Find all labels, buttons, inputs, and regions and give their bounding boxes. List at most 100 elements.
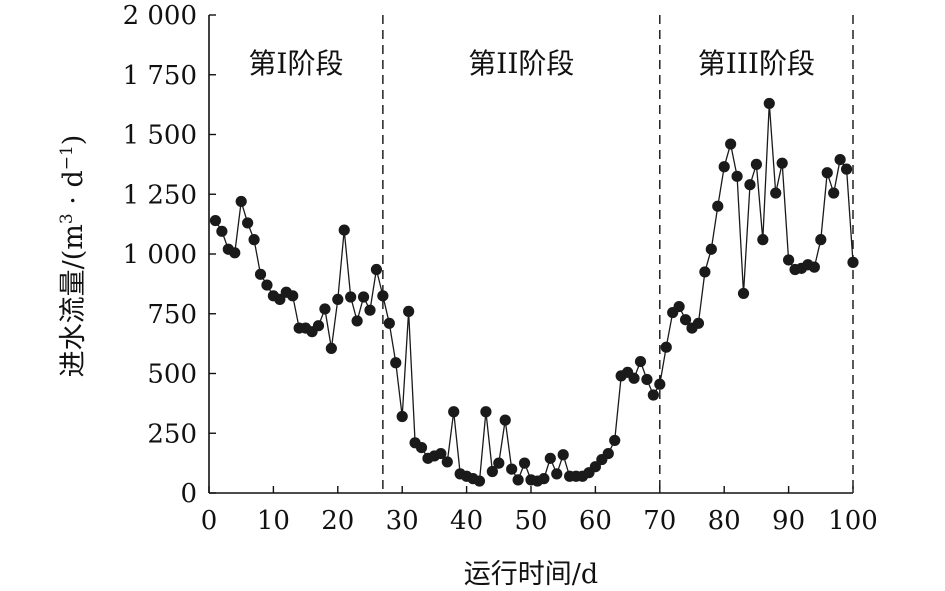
data-point bbox=[815, 234, 827, 246]
stage-dividers bbox=[382, 15, 854, 493]
series bbox=[209, 97, 859, 487]
data-point bbox=[834, 153, 846, 166]
stage-label: 第III阶段 bbox=[698, 47, 815, 80]
data-point bbox=[712, 200, 724, 212]
data-point bbox=[261, 279, 273, 291]
data-point bbox=[557, 449, 569, 461]
x-tick-label: 40 bbox=[450, 506, 483, 536]
y-axis-title-part: 进水流量/(m bbox=[58, 224, 89, 377]
x-tick-label: 10 bbox=[257, 506, 290, 536]
data-point bbox=[506, 463, 518, 475]
data-point bbox=[325, 342, 337, 355]
data-point bbox=[544, 452, 556, 464]
data-point bbox=[518, 457, 531, 469]
data-point bbox=[351, 315, 363, 327]
data-point bbox=[602, 447, 614, 460]
data-point bbox=[242, 217, 254, 229]
data-point bbox=[770, 187, 782, 199]
y-axis-title: 进水流量/(m3 · d−1) bbox=[57, 135, 89, 378]
x-tick-label: 30 bbox=[386, 506, 419, 536]
data-point bbox=[364, 304, 376, 316]
data-point bbox=[415, 441, 428, 454]
y-axis-title-superscript: −1 bbox=[57, 145, 77, 170]
data-point bbox=[538, 473, 550, 485]
stage-label: 第II阶段 bbox=[468, 47, 574, 80]
y-tick-label: 1 250 bbox=[123, 180, 197, 210]
x-axis-title: 运行时间/d bbox=[464, 559, 598, 590]
x-tick-label: 70 bbox=[643, 506, 676, 536]
data-point bbox=[493, 457, 505, 469]
y-tick-label: 500 bbox=[147, 360, 197, 390]
data-point bbox=[757, 234, 769, 246]
data-point bbox=[441, 456, 453, 468]
data-point bbox=[396, 410, 408, 423]
data-point bbox=[332, 293, 344, 306]
data-point bbox=[589, 461, 602, 473]
data-point bbox=[679, 314, 692, 326]
x-tick-label: 90 bbox=[772, 506, 805, 536]
y-tick-label: 1 500 bbox=[123, 121, 197, 151]
data-point bbox=[512, 474, 524, 486]
y-axis-title-part: ) bbox=[58, 135, 89, 146]
data-point bbox=[473, 475, 486, 487]
data-point bbox=[390, 357, 402, 369]
x-tick-label: 100 bbox=[828, 506, 878, 536]
data-point bbox=[235, 195, 247, 208]
y-axis-title-part: · d bbox=[58, 170, 89, 213]
stage-label: 第I阶段 bbox=[248, 47, 343, 80]
data-point bbox=[377, 290, 389, 302]
data-point bbox=[486, 465, 498, 478]
data-point bbox=[641, 373, 653, 386]
data-point bbox=[403, 305, 415, 317]
data-point bbox=[480, 406, 492, 418]
data-point bbox=[647, 389, 659, 401]
data-point bbox=[209, 214, 222, 227]
data-point bbox=[673, 300, 685, 313]
data-point bbox=[828, 187, 840, 199]
data-point bbox=[692, 317, 705, 329]
data-point bbox=[551, 468, 563, 480]
data-point bbox=[435, 447, 447, 460]
data-point bbox=[216, 225, 228, 237]
data-point bbox=[319, 303, 331, 315]
data-point bbox=[725, 138, 737, 150]
x-tick-label: 60 bbox=[579, 506, 612, 536]
x-tick-label: 50 bbox=[514, 506, 547, 536]
x-tick-label: 0 bbox=[201, 506, 218, 536]
data-point bbox=[737, 287, 750, 300]
x-tick-label: 80 bbox=[708, 506, 741, 536]
y-tick-label: 2 000 bbox=[123, 1, 197, 31]
y-tick-label: 750 bbox=[147, 300, 197, 330]
data-point bbox=[248, 234, 260, 246]
y-tick-label: 0 bbox=[180, 479, 197, 509]
data-point bbox=[634, 355, 647, 368]
labels: 运行时间/d 进水流量/(m3 · d−1) 第I阶段 第II阶段 第III阶段 bbox=[57, 47, 815, 590]
data-point bbox=[357, 291, 370, 303]
data-point bbox=[705, 243, 717, 255]
y-axis-title-superscript: 3 bbox=[57, 213, 77, 224]
data-point bbox=[660, 341, 672, 353]
data-point bbox=[609, 434, 621, 447]
data-point bbox=[370, 263, 383, 276]
data-point bbox=[254, 268, 267, 280]
data-point bbox=[783, 254, 795, 266]
data-point bbox=[345, 291, 357, 303]
data-point bbox=[499, 414, 511, 426]
data-point bbox=[744, 179, 756, 191]
data-point bbox=[776, 157, 788, 169]
data-point bbox=[821, 167, 833, 179]
data-point bbox=[750, 158, 763, 170]
y-tick-label: 1 750 bbox=[123, 61, 197, 91]
data-point bbox=[274, 293, 286, 306]
x-tick-label: 20 bbox=[321, 506, 354, 536]
data-point bbox=[287, 290, 299, 302]
data-point bbox=[847, 256, 859, 268]
data-point bbox=[808, 261, 820, 273]
y-tick-label: 1 000 bbox=[123, 240, 197, 270]
data-point bbox=[840, 163, 853, 175]
data-point bbox=[338, 224, 350, 236]
y-tick-label: 250 bbox=[147, 419, 197, 449]
data-point bbox=[731, 170, 743, 182]
